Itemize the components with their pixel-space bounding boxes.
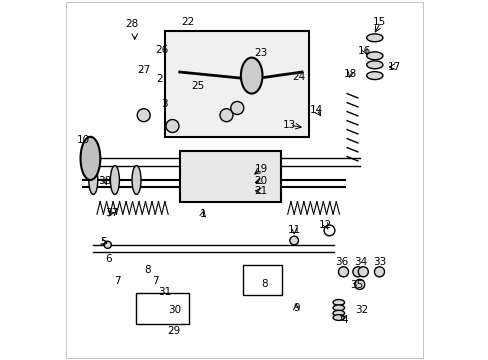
Text: 29: 29 (167, 326, 181, 336)
Ellipse shape (352, 267, 362, 277)
Text: 27: 27 (137, 65, 150, 75)
Circle shape (220, 109, 232, 122)
Text: 5: 5 (100, 237, 106, 247)
Text: 11: 11 (287, 225, 300, 235)
Text: 19: 19 (254, 164, 267, 174)
Text: 17: 17 (387, 62, 400, 72)
Ellipse shape (366, 52, 382, 60)
Ellipse shape (366, 61, 382, 69)
Ellipse shape (81, 137, 100, 180)
Circle shape (289, 236, 298, 245)
Text: 4: 4 (341, 315, 347, 325)
Bar (242, 265, 282, 295)
Ellipse shape (110, 166, 119, 194)
Text: 35: 35 (349, 280, 363, 290)
Bar (179, 151, 280, 202)
Text: 10: 10 (77, 135, 90, 145)
Text: 20: 20 (254, 176, 267, 186)
Ellipse shape (338, 267, 348, 277)
Bar (165, 31, 309, 137)
Text: 9: 9 (292, 303, 299, 313)
Circle shape (166, 120, 179, 132)
Text: 3: 3 (161, 99, 167, 109)
Text: 24: 24 (291, 72, 305, 82)
Text: 38: 38 (98, 176, 111, 186)
Circle shape (230, 102, 244, 114)
Text: 12: 12 (319, 220, 332, 230)
Ellipse shape (374, 267, 384, 277)
Text: 21: 21 (254, 186, 267, 196)
Text: 7: 7 (152, 276, 158, 286)
Text: 33: 33 (372, 257, 386, 267)
Text: 22: 22 (182, 17, 195, 27)
Ellipse shape (132, 166, 141, 194)
Text: 25: 25 (191, 81, 204, 91)
Ellipse shape (332, 305, 344, 311)
Ellipse shape (241, 58, 262, 94)
Text: 36: 36 (334, 257, 347, 267)
Text: 30: 30 (167, 305, 181, 315)
Text: 8: 8 (261, 279, 267, 289)
Circle shape (137, 109, 150, 122)
Text: 18: 18 (343, 69, 356, 79)
Bar (136, 293, 189, 324)
Ellipse shape (358, 267, 367, 277)
Text: 28: 28 (125, 19, 139, 30)
Ellipse shape (354, 279, 364, 289)
Text: 2: 2 (156, 74, 163, 84)
Text: 1: 1 (200, 209, 206, 219)
Ellipse shape (89, 166, 98, 194)
Ellipse shape (366, 72, 382, 80)
Ellipse shape (332, 300, 344, 305)
Text: 34: 34 (353, 257, 366, 267)
Text: 37: 37 (104, 208, 118, 218)
Text: 23: 23 (254, 48, 267, 58)
Text: 31: 31 (158, 287, 171, 297)
Text: 15: 15 (372, 17, 386, 27)
Ellipse shape (332, 310, 344, 316)
Circle shape (104, 241, 111, 248)
Ellipse shape (366, 34, 382, 42)
Text: 16: 16 (357, 46, 370, 56)
Text: 26: 26 (155, 45, 168, 55)
Ellipse shape (332, 315, 344, 320)
Text: 32: 32 (354, 305, 368, 315)
Text: 8: 8 (143, 265, 150, 275)
Text: 14: 14 (309, 105, 323, 115)
Text: 7: 7 (114, 276, 121, 286)
Text: 6: 6 (105, 254, 111, 264)
Text: 13: 13 (283, 120, 296, 130)
